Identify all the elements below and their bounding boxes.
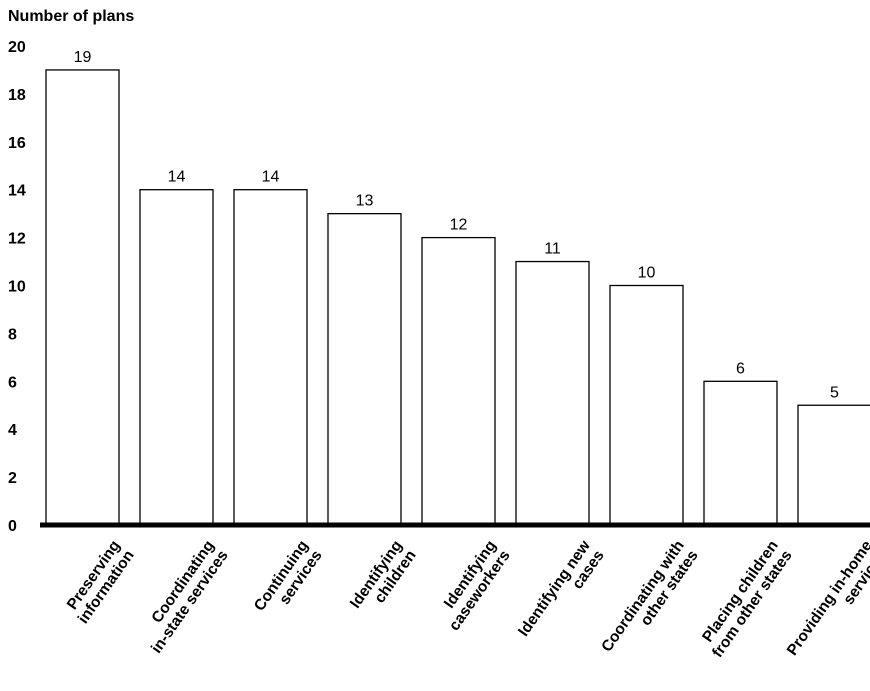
data-label: 19 [74, 49, 92, 66]
bar [797, 404, 870, 526]
data-label: 6 [736, 360, 745, 377]
bar [327, 212, 402, 526]
bar [139, 189, 214, 526]
bar [233, 189, 308, 526]
value-labels: 19 14 14 13 12 11 10 6 5 [74, 49, 839, 401]
bar [515, 260, 590, 526]
data-label: 11 [544, 241, 561, 258]
data-label: 13 [356, 193, 374, 210]
bars [45, 69, 870, 526]
y-tick-label: 10 [8, 279, 26, 296]
y-tick-label: 2 [8, 470, 17, 487]
y-tick-label: 4 [8, 422, 17, 439]
y-tick-label: 8 [8, 326, 17, 343]
y-tick-label: 6 [8, 374, 17, 391]
category-label-line: Coordinating with [598, 538, 687, 656]
data-label: 12 [450, 217, 468, 234]
data-label: 5 [830, 384, 839, 401]
data-label: 14 [168, 169, 186, 186]
y-axis-label: Number of plans [8, 8, 134, 25]
bar [45, 69, 120, 526]
y-tick-label: 12 [8, 231, 26, 248]
bar [703, 380, 778, 526]
y-tick-label: 14 [8, 183, 26, 200]
y-tick-label: 18 [8, 87, 26, 104]
data-label: 14 [262, 169, 280, 186]
y-tick-label: 20 [8, 39, 26, 56]
bar [609, 284, 684, 526]
data-label: 10 [638, 265, 656, 282]
y-tick-label: 16 [8, 135, 26, 152]
bar [421, 236, 496, 526]
y-tick-label: 0 [8, 518, 17, 535]
y-axis-ticks: 0 2 4 6 8 10 12 14 16 18 20 [8, 39, 26, 535]
